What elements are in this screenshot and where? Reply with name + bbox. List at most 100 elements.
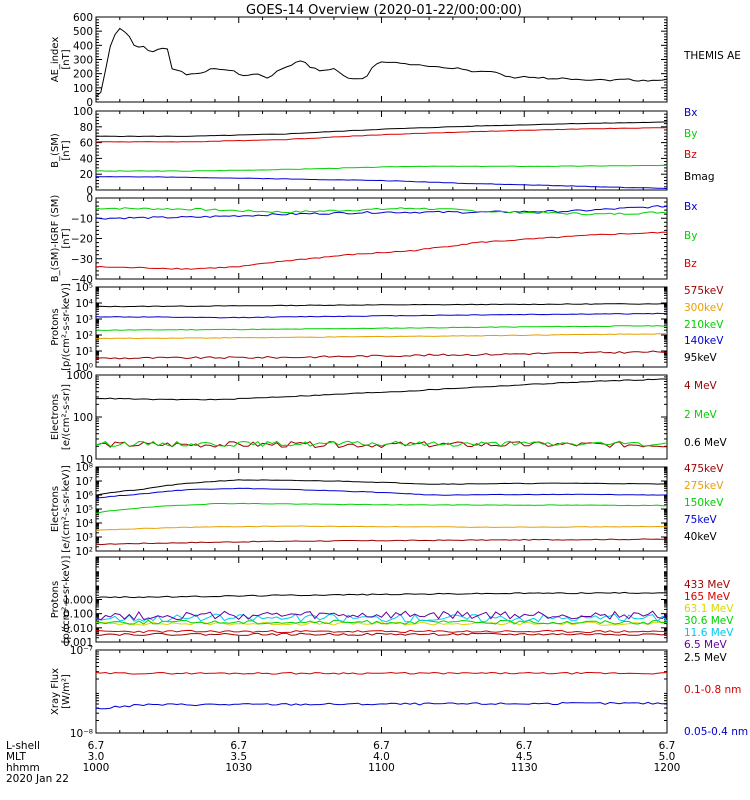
series-line-275kev	[96, 525, 667, 531]
series-line-6-5-mev	[96, 610, 667, 621]
y-tick-label: −10	[71, 213, 93, 225]
panel-frame	[95, 374, 668, 460]
series-line-4-mev	[96, 441, 667, 449]
series-line-210kev	[96, 325, 667, 331]
legend-label: Bz	[684, 258, 697, 270]
y-tick-label: 60	[80, 138, 93, 150]
legend-label: Bx	[684, 201, 697, 213]
footer-row-label: hhmm	[6, 762, 40, 774]
series-line-bz	[96, 127, 667, 143]
series-line-by	[96, 207, 667, 216]
panel-electrons_high: 10 100 1000 Electrons[e/(cm²-s-sr)] 4 MeV 2 M…	[50, 370, 728, 466]
panel-frame	[95, 649, 668, 734]
y-tick-label: 40	[80, 153, 93, 165]
y-tick-label: 200	[73, 69, 93, 81]
series-line-40kev	[96, 479, 667, 496]
y-tick-label: 10⁶	[75, 490, 93, 502]
y-tick-label: 10⁵	[75, 282, 93, 294]
series-line-150kev	[96, 502, 667, 514]
series-line-0-1-0-8-nm	[96, 671, 667, 675]
legend-label: 0.6 MeV	[684, 437, 728, 449]
panel-frame	[95, 466, 668, 552]
legend-label: 30.6 MeV	[684, 615, 734, 627]
footer-tick-hhmm: 1130	[511, 762, 538, 774]
panel-electrons_low: 10² 10³ 10⁴ 10⁵ 10⁶ 10⁷ 10⁸Electrons[e/(cm²-s-…	[50, 462, 724, 558]
y-tick-label: 10⁰	[75, 362, 93, 374]
panel-protons_high: 0.001 0.010 0.100 1.000Protons[p/(cm²-s-sr-…	[50, 556, 734, 664]
y-axis-label: Electrons[e/(cm²-s-sr-keV)]	[50, 465, 72, 553]
y-tick-label: 20	[80, 169, 93, 181]
y-tick-label: 10¹	[75, 346, 93, 358]
panel-frame	[95, 16, 668, 103]
panel-dbsm: −40 −30 −20 −10 0 B_(SM)-IGRF (SM)[nT] Bx By Bz	[50, 193, 697, 286]
y-tick-label: 80	[80, 122, 93, 134]
legend-label: Bz	[684, 149, 697, 161]
y-tick-label: 10⁵	[75, 504, 93, 516]
series-line-2-5-mev	[96, 591, 667, 599]
footer-tick-lshell: 6.7	[373, 740, 390, 752]
y-axis-label: AE_index[nT]	[50, 37, 72, 83]
legend-label: 433 MeV	[684, 579, 731, 591]
y-axis-label: Xray Flux[W/m²]	[50, 668, 72, 715]
legend-label: 75keV	[684, 514, 718, 526]
legend-label: 95keV	[684, 352, 718, 364]
footer-tick-mlt: 4.0	[373, 751, 390, 763]
y-tick-label: 0.001	[63, 637, 93, 649]
series-line-0-6-mev	[96, 378, 667, 401]
legend-label: 210keV	[684, 319, 724, 331]
y-tick-label: 10⁷	[75, 476, 93, 488]
y-tick-label: −40	[71, 274, 93, 286]
legend-label: 63.1 MeV	[684, 603, 734, 615]
legend-label: Bx	[684, 107, 697, 119]
footer-row-label: 2020 Jan 22	[6, 773, 69, 785]
footer-tick-lshell: 6.7	[230, 740, 247, 752]
legend-label: 2.5 MeV	[684, 652, 728, 664]
footer-tick-lshell: 6.7	[516, 740, 533, 752]
legend-label: By	[684, 128, 697, 140]
panel-frame	[95, 110, 668, 191]
series-line-140kev	[96, 312, 667, 319]
y-axis-label: B_(SM)-IGRF (SM)[nT]	[50, 195, 72, 283]
y-tick-label: 0	[86, 185, 93, 197]
y-tick-label: 0	[86, 97, 93, 109]
legend-label: 0.05-0.4 nm	[684, 726, 748, 738]
footer-row-label: MLT	[6, 751, 26, 763]
legend-label: THEMIS AE	[683, 50, 741, 62]
y-tick-label: 0	[86, 193, 93, 205]
legend-label: 4 MeV	[684, 380, 718, 392]
legend-label: 6.5 MeV	[684, 639, 728, 651]
footer-tick-mlt: 3.0	[88, 751, 105, 763]
y-tick-label: 100	[73, 83, 93, 95]
y-axis-label: Electrons[e/(cm²-s-sr)]	[50, 384, 72, 450]
series-line-63-1-mev	[96, 621, 667, 626]
footer-tick-hhmm: 1000	[83, 762, 110, 774]
footer-tick-lshell: 6.7	[88, 740, 105, 752]
panel-protons_low: 10⁰ 10¹ 10² 10³ 10⁴ 10⁵Protons[p/(cm²-s-sr-ke…	[50, 282, 724, 374]
panel-xray: 10⁻⁸ 10⁻⁷ Xray Flux[W/m²] 0.1-0.8 nm 0.05-0.…	[50, 645, 748, 740]
series-line-bmag	[96, 121, 667, 138]
legend-label: 300keV	[684, 302, 724, 314]
footer-tick-mlt: 3.5	[230, 751, 247, 763]
legend-label: 475keV	[684, 463, 724, 475]
y-tick-label: 100	[73, 412, 93, 424]
legend-label: 2 MeV	[684, 409, 718, 421]
series-line-433-mev	[96, 632, 667, 636]
y-tick-label: 10⁴	[75, 518, 93, 530]
footer-tick-hhmm: 1030	[225, 762, 252, 774]
series-line-themis-ae	[96, 27, 667, 97]
y-tick-label: 10⁻⁸	[70, 728, 93, 740]
y-tick-label: 10⁸	[75, 462, 93, 474]
legend-label: 275keV	[684, 480, 724, 492]
series-line-11-6-mev	[96, 613, 667, 623]
legend-label: 150keV	[684, 497, 724, 509]
y-tick-label: 10³	[75, 314, 93, 326]
footer-tick-mlt: 5.0	[659, 751, 676, 763]
legend-label: 165 MeV	[684, 591, 731, 603]
y-tick-label: 10²	[75, 546, 93, 558]
legend-label: Bmag	[684, 171, 715, 183]
series-line-bz	[96, 231, 667, 270]
series-line-by	[96, 164, 667, 172]
